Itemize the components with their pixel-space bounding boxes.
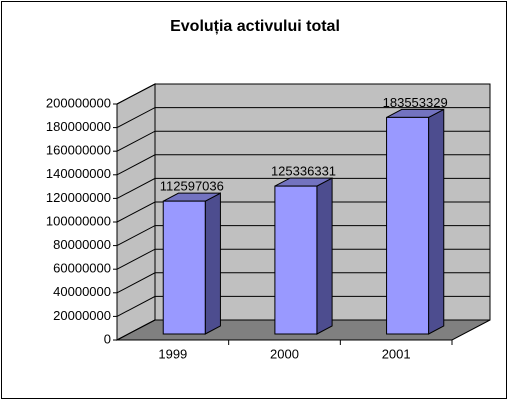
x-tick-label: 2001 xyxy=(382,346,411,361)
bar xyxy=(162,200,206,335)
grid-line xyxy=(116,107,490,129)
data-label: 183553329 xyxy=(383,95,448,110)
y-tick-label: 140000000 xyxy=(46,166,111,181)
grid-line xyxy=(116,272,490,294)
y-tick-label: 100000000 xyxy=(46,213,111,228)
y-tick-label: 60000000 xyxy=(53,261,111,276)
x-tick-label: 2000 xyxy=(270,346,299,361)
y-tick-label: 40000000 xyxy=(53,284,111,299)
grid-line xyxy=(116,177,490,199)
grid-line xyxy=(116,83,490,105)
data-label: 112597036 xyxy=(160,179,224,194)
plot-area: 0 20000000 40000000 60000000 80000000 1000000… xyxy=(46,83,491,361)
grid-line xyxy=(116,295,490,317)
y-tick-label: 160000000 xyxy=(46,143,111,158)
data-label: 125336331 xyxy=(271,164,336,179)
bar xyxy=(274,185,318,335)
y-tick-label: 0 xyxy=(104,331,111,346)
y-tick-label: 20000000 xyxy=(53,308,111,323)
bar-side xyxy=(316,177,333,335)
grid-line xyxy=(116,225,490,247)
grid-line xyxy=(116,248,490,270)
grid-line xyxy=(116,154,490,176)
x-tick-label: 1999 xyxy=(158,346,187,361)
y-tick-label: 200000000 xyxy=(46,95,111,110)
grid-line xyxy=(116,201,490,223)
chart-title: Evoluția activului total xyxy=(170,18,340,35)
bar-side xyxy=(204,192,221,335)
y-tick-label: 120000000 xyxy=(46,190,111,205)
grid-line xyxy=(116,130,490,152)
y-tick-label: 80000000 xyxy=(53,237,111,252)
bar-side xyxy=(428,108,445,335)
y-tick-label: 180000000 xyxy=(46,119,111,134)
grid-line xyxy=(116,319,490,341)
bar xyxy=(386,116,430,335)
